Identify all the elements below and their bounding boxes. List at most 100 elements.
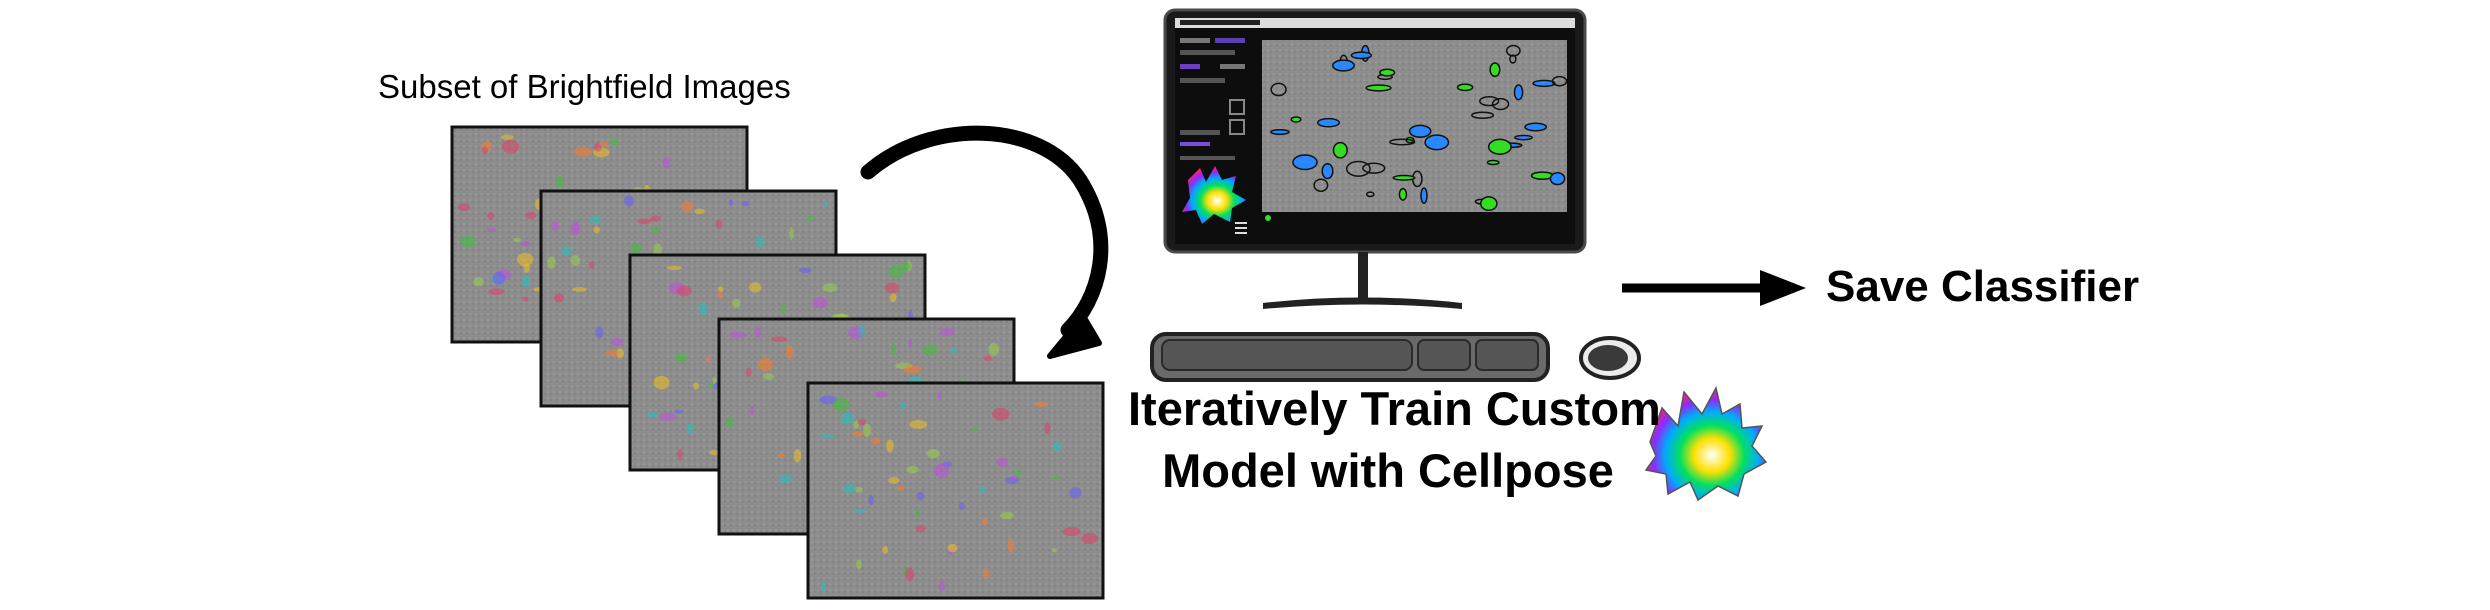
cell-mask (547, 256, 556, 269)
cell-mask (908, 338, 913, 349)
cell-mask (522, 296, 529, 302)
cell-mask (488, 288, 505, 295)
computer-monitor-icon (1163, 8, 1587, 309)
cell-mask (896, 485, 905, 491)
cell-mask (823, 200, 828, 207)
cell-mask (653, 243, 662, 257)
cell-mask (981, 518, 988, 526)
gui-mask (1549, 172, 1566, 186)
cell-mask (854, 486, 863, 493)
cell-mask (979, 485, 986, 494)
cell-mask (674, 353, 688, 363)
gui-side-panel (1180, 38, 1247, 234)
gui-mask (1532, 79, 1556, 88)
cell-mask (900, 261, 911, 272)
cell-mask (572, 287, 587, 292)
cell-mask (521, 240, 531, 247)
cell-mask (915, 525, 926, 533)
cell-mask (939, 328, 955, 337)
cell-mask (610, 337, 624, 346)
gui-mask (1551, 75, 1568, 87)
cell-mask (650, 226, 660, 234)
gui-mask (1408, 124, 1432, 138)
gui-mask (1379, 68, 1396, 77)
cell-mask (900, 401, 906, 410)
cell-mask (868, 494, 874, 506)
gui-mask (1316, 117, 1341, 128)
cell-mask (870, 437, 881, 445)
cell-mask (1052, 441, 1063, 452)
cell-mask (903, 365, 922, 374)
cell-mask (653, 375, 670, 390)
cell-mask (521, 274, 531, 288)
cell-mask (1007, 538, 1015, 553)
cell-mask (889, 293, 897, 303)
train-caption-line1: Iteratively Train Custom (1128, 382, 1661, 435)
cell-mask (492, 271, 505, 285)
cell-mask (698, 302, 709, 316)
cell-mask (882, 546, 888, 554)
cell-mask (798, 267, 812, 274)
cell-mask (888, 264, 905, 279)
cell-mask (785, 345, 794, 360)
cell-mask (757, 357, 773, 371)
gui-mask (1362, 162, 1386, 174)
cell-mask (805, 216, 815, 221)
cell-mask (729, 331, 747, 339)
cell-mask (1014, 469, 1022, 477)
cell-mask (649, 215, 662, 222)
cell-mask (857, 419, 867, 426)
gui-mask (1292, 154, 1318, 171)
gui-cellpose-logo (1182, 166, 1246, 224)
cell-mask (819, 395, 838, 405)
gui-mask (1350, 51, 1373, 60)
cell-mask (512, 237, 522, 243)
cell-mask (888, 476, 900, 485)
cell-mask (938, 580, 945, 592)
gui-mask (1509, 54, 1517, 64)
cell-mask (598, 140, 609, 147)
gui-mask (1456, 83, 1474, 92)
cell-mask (904, 567, 915, 581)
cell-mask (812, 297, 828, 309)
gui-mask (1524, 122, 1548, 132)
gui-mask (1420, 187, 1428, 204)
cell-mask (707, 383, 714, 388)
cell-mask (728, 199, 734, 206)
gui-mask (1270, 82, 1287, 97)
cell-mask (972, 426, 977, 433)
cell-mask (745, 367, 752, 377)
gui-mask (1489, 62, 1501, 78)
cell-mask (570, 255, 581, 266)
cell-mask (937, 391, 942, 400)
cell-mask (694, 208, 705, 215)
gui-mask (1389, 138, 1416, 146)
cell-mask (693, 382, 699, 390)
cell-mask (666, 265, 682, 271)
cell-mask (725, 417, 735, 428)
cell-mask (853, 508, 866, 514)
cell-mask (741, 201, 750, 207)
gui-mask (1321, 162, 1334, 180)
cell-mask (771, 336, 788, 342)
gui-mask-overlays (1270, 44, 1568, 212)
cell-mask (821, 580, 826, 593)
cell-mask (662, 156, 671, 169)
cell-mask (856, 559, 862, 570)
gui-mask (1331, 59, 1355, 72)
cell-mask (915, 509, 921, 517)
cell-mask (926, 449, 940, 459)
cell-mask (749, 282, 762, 293)
gui-mask (1290, 116, 1302, 123)
cell-mask (1051, 548, 1058, 553)
brightfield-image-5 (806, 381, 1105, 600)
cell-mask (1034, 401, 1049, 407)
cell-mask (553, 293, 565, 303)
cellpose-logo-icon (1644, 385, 1768, 502)
gui-mask (1392, 174, 1416, 181)
cell-mask (949, 348, 958, 353)
brightfield-image-stack (450, 125, 1105, 600)
cell-mask (852, 431, 864, 437)
